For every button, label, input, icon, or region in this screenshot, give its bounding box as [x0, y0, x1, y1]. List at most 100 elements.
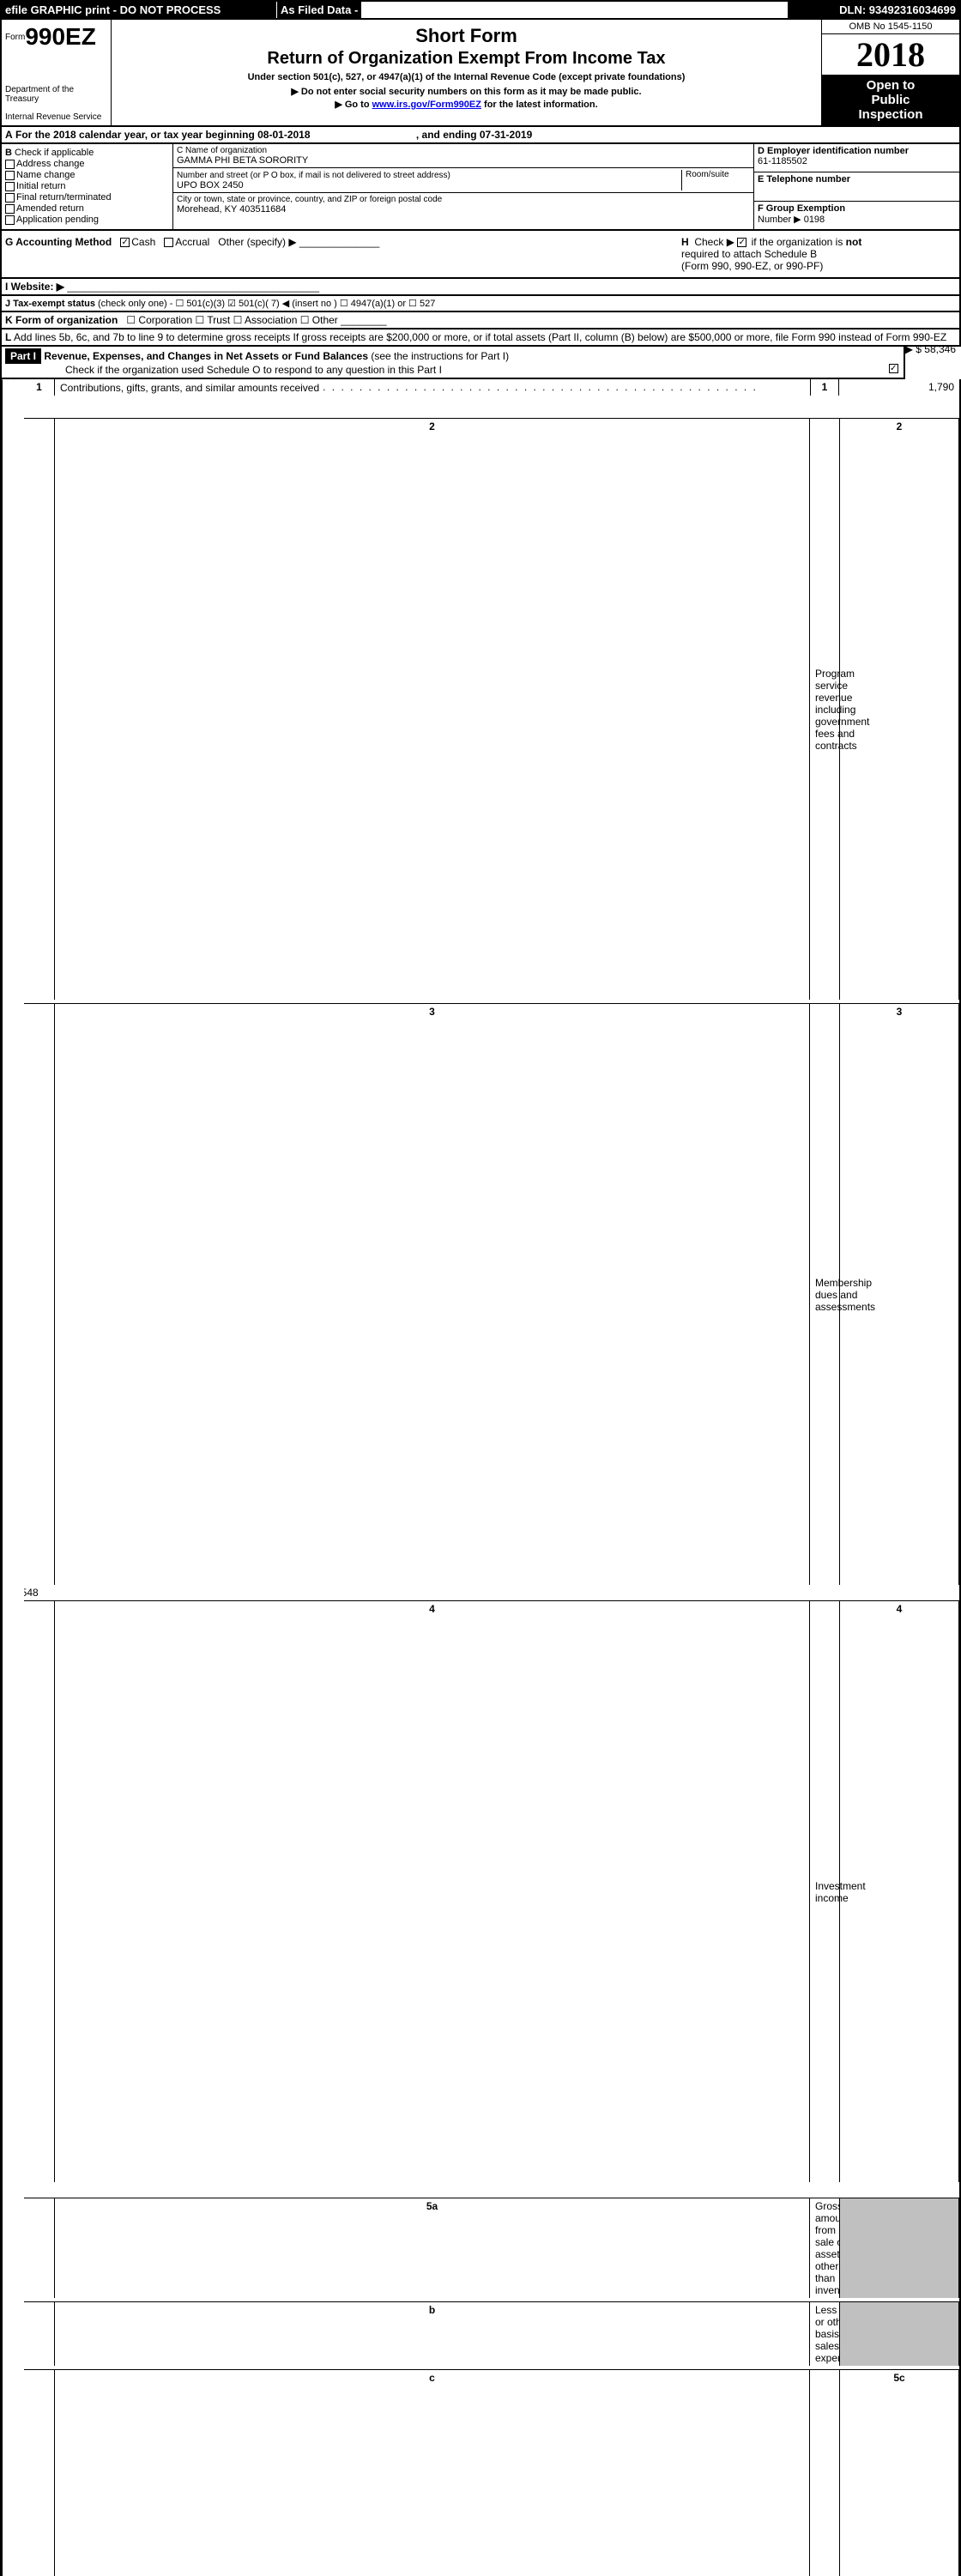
opt-address: Address change [16, 159, 85, 169]
l-lbl: L [5, 331, 11, 343]
efile-label: efile GRAPHIC print - DO NOT PROCESS [2, 2, 276, 18]
right-title-cell: OMB No 1545-1150 2018 Open to Public Ins… [822, 20, 959, 125]
dept-treasury: Department of the Treasury [5, 85, 107, 104]
opt-cash: Cash [131, 236, 155, 248]
block-b-through-f: B Check if applicable Address change Nam… [0, 144, 961, 231]
part-1-header: Part I Revenue, Expenses, and Changes in… [0, 347, 905, 379]
name-lbl: C Name of organization [177, 146, 750, 155]
line-a-text: For the 2018 calendar year, or tax year … [15, 129, 311, 141]
city: Morehead, KY 403511684 [177, 204, 750, 215]
k-opts: ☐ Corporation ☐ Trust ☐ Association ☐ Ot… [126, 314, 337, 326]
chk-initial[interactable]: Initial return [5, 181, 169, 191]
goto-line: ▶ Go to www.irs.gov/Form990EZ for the la… [120, 99, 813, 110]
open-public: Open to Public Inspection [822, 75, 959, 125]
org-name: GAMMA PHI BETA SORORITY [177, 155, 750, 166]
line-c: C Name of organization GAMMA PHI BETA SO… [173, 144, 753, 229]
table-row: Revenue1Contributions, gifts, grants, an… [2, 379, 959, 419]
title-block: Form 990EZ Department of the Treasury In… [0, 20, 961, 127]
line-desc: Gross amount from sale of assets other t… [810, 2198, 839, 2298]
opt-initial: Initial return [16, 181, 65, 191]
table-row: 4Investment income48 [2, 1601, 959, 2198]
part-title: Revenue, Expenses, and Changes in Net As… [44, 350, 368, 362]
line-a: A For the 2018 calendar year, or tax yea… [0, 127, 961, 144]
line-number: 1 [24, 379, 55, 396]
group-lbl: F Group Exemption [758, 203, 845, 214]
section-side-label: Revenue [2, 379, 24, 2576]
opt-other: Other (specify) ▶ [218, 236, 296, 248]
tax-year: 2018 [822, 34, 959, 75]
line-g: G Accounting Method ✓Cash Accrual Other … [5, 236, 681, 272]
line-l: L Add lines 5b, 6c, and 7b to line 9 to … [0, 330, 961, 347]
lines-d-e-f: D Employer identification number 61-1185… [753, 144, 959, 229]
line-number: 4 [55, 1601, 810, 2182]
lines-g-h: G Accounting Method ✓Cash Accrual Other … [0, 231, 961, 279]
header-strip: efile GRAPHIC print - DO NOT PROCESS As … [0, 0, 961, 20]
line-desc: Membership dues and assessments [810, 1004, 839, 1585]
j-lbl: J Tax-exempt status [5, 299, 95, 309]
line-desc: Investment income [810, 1601, 839, 2182]
chk-final[interactable]: Final return/terminated [5, 192, 169, 203]
line-desc: Less cost or other basis and sales expen… [810, 2302, 839, 2366]
dln-label: DLN: 93492316034699 [788, 2, 959, 18]
part-band: Part I [5, 348, 41, 364]
part-title2: (see the instructions for Part I) [371, 350, 509, 362]
col-number: 5c [839, 2370, 959, 2576]
return-title: Return of Organization Exempt From Incom… [120, 49, 813, 69]
line-a-label: A [5, 129, 13, 141]
line-desc: Contributions, gifts, grants, and simila… [55, 379, 810, 396]
open-2: Public [824, 93, 958, 107]
part-sub: Check if the organization used Schedule … [65, 364, 442, 376]
col-number: 2 [839, 419, 959, 1000]
opt-name: Name change [16, 170, 76, 180]
form-prefix: Form [5, 33, 25, 42]
h-check: Check ▶ [694, 236, 734, 248]
col-number [839, 2198, 959, 2298]
ssn-warning: ▶ Do not enter social security numbers o… [120, 86, 813, 97]
l-amt: ▶ $ 58,346 [905, 343, 956, 355]
chk-pending[interactable]: Application pending [5, 215, 169, 225]
line-a-end: , and ending 07-31-2019 [416, 129, 532, 141]
phone-lbl: E Telephone number [758, 174, 850, 184]
h-lbl: H [681, 236, 689, 248]
chk-amended[interactable]: Amended return [5, 203, 169, 214]
street: UPO BOX 2450 [177, 180, 681, 190]
opt-pending: Application pending [16, 215, 99, 225]
street-lbl: Number and street (or P O box, if mail i… [177, 171, 450, 180]
chk-accrual[interactable] [164, 238, 173, 247]
chk-address[interactable]: Address change [5, 159, 169, 169]
chk-h[interactable]: ✓ [737, 238, 746, 247]
form-number: 990EZ [25, 23, 96, 51]
table-row: cGain or (loss) from sale of assets othe… [2, 2370, 959, 2576]
check-if: Check if applicable [15, 148, 94, 158]
line-desc: Program service revenue including govern… [810, 419, 839, 1000]
chk-name[interactable]: Name change [5, 170, 169, 180]
opt-accrual: Accrual [175, 236, 209, 248]
col-number: 4 [839, 1601, 959, 2182]
chk-part1[interactable]: ✓ [889, 364, 898, 373]
line-number: 2 [55, 419, 810, 1000]
goto-post: for the latest information. [481, 100, 598, 110]
irs-link[interactable]: www.irs.gov/Form990EZ [372, 100, 481, 110]
chk-cash[interactable]: ✓ [120, 238, 130, 247]
header-spacer [362, 2, 788, 18]
h-txt3: required to attach Schedule B [681, 248, 956, 260]
opt-final: Final return/terminated [16, 192, 112, 203]
website-lbl: I Website: ▶ [5, 281, 64, 293]
open-1: Open to [824, 78, 958, 93]
dept-irs: Internal Revenue Service [5, 112, 107, 122]
col-number [839, 2302, 959, 2366]
h-txt4: (Form 990, 990-EZ, or 990-PF) [681, 260, 956, 272]
revenue-grid: Revenue1Contributions, gifts, grants, an… [0, 379, 961, 2576]
line-i: I Website: ▶ ___________________________… [0, 279, 961, 296]
under-section: Under section 501(c), 527, or 4947(a)(1)… [120, 72, 813, 82]
line-number: b [55, 2302, 810, 2366]
line-b-label: B [5, 148, 12, 158]
room-lbl: Room/suite [681, 170, 750, 190]
line-j: J Tax-exempt status (check only one) - ☐… [0, 296, 961, 312]
ein-lbl: D Employer identification number [758, 146, 909, 156]
group-num: Number ▶ 0198 [758, 214, 956, 225]
opt-amended: Amended return [16, 203, 84, 214]
g-lbl: G Accounting Method [5, 236, 112, 248]
ein-val: 61-1185502 [758, 156, 956, 166]
line-number: 5a [55, 2198, 810, 2298]
